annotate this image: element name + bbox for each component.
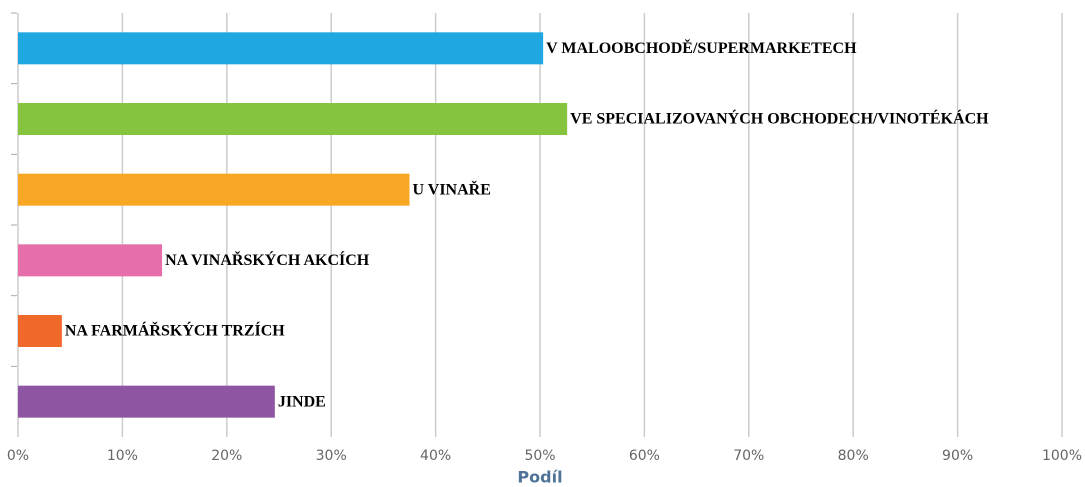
x-tick-label: 10% [107, 448, 138, 464]
bar-label: NA FARMÁŘSKÝCH TRZÍCH [65, 321, 285, 340]
bar-label: NA VINAŘSKÝCH AKCÍCH [165, 250, 370, 269]
bar [18, 173, 410, 206]
bar [18, 244, 163, 277]
x-tick-label: 30% [316, 448, 347, 464]
x-tick-label: 80% [838, 448, 869, 464]
x-tick-label: 100% [1042, 448, 1082, 464]
x-axis-title: Podíl [517, 468, 562, 487]
bar-label: U VINAŘE [413, 179, 491, 198]
bar-label: VE SPECIALIZOVANÝCH OBCHODECH/VINOTÉKÁCH [570, 109, 989, 128]
bar [18, 32, 544, 65]
x-tick-label: 40% [420, 448, 451, 464]
bar [18, 315, 62, 347]
bar [18, 103, 568, 135]
bar-label: V MALOOBCHODĚ/SUPERMARKETECH [546, 38, 857, 57]
x-tick-label: 0% [7, 448, 29, 464]
x-tick-label: 20% [211, 448, 242, 464]
bar [18, 385, 275, 418]
bar-label: JINDE [278, 393, 326, 410]
x-tick-label: 90% [942, 448, 973, 464]
x-tick-label: 50% [524, 448, 555, 464]
x-tick-label: 70% [733, 448, 764, 464]
x-tick-label: 60% [629, 448, 660, 464]
